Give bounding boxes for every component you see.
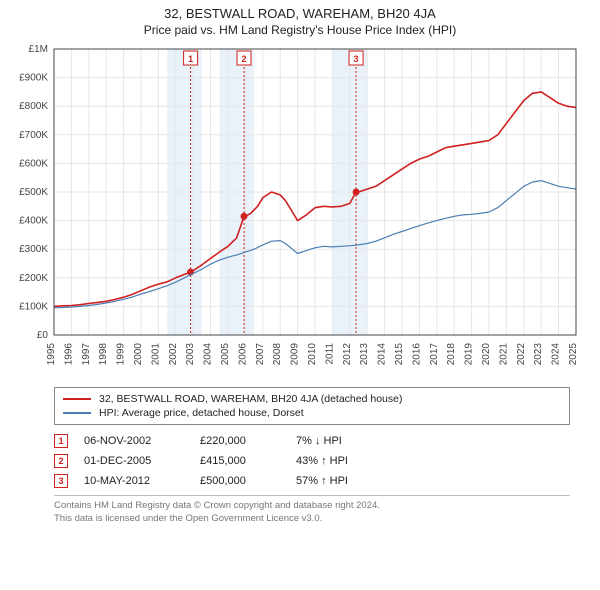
legend-item: HPI: Average price, detached house, Dors… (63, 406, 561, 420)
footer-line: Contains HM Land Registry data © Crown c… (54, 500, 570, 513)
legend-item: 32, BESTWALL ROAD, WAREHAM, BH20 4JA (de… (63, 392, 561, 406)
legend-swatch (63, 412, 91, 414)
svg-text:1996: 1996 (63, 343, 74, 366)
event-date: 06-NOV-2002 (84, 435, 184, 447)
svg-text:2017: 2017 (429, 343, 440, 366)
svg-text:2001: 2001 (150, 343, 161, 366)
price-chart: £0 £100K £200K £300K £400K £500K £600K £700K £80… (0, 41, 600, 381)
event-price: £415,000 (200, 455, 280, 467)
svg-text:2024: 2024 (551, 343, 562, 366)
svg-text:2009: 2009 (290, 343, 301, 366)
svg-text:£1M: £1M (29, 44, 48, 55)
svg-text:£900K: £900K (19, 73, 48, 84)
event-delta: 57% ↑ HPI (296, 475, 386, 487)
svg-text:2021: 2021 (498, 343, 509, 366)
svg-text:2006: 2006 (237, 343, 248, 366)
svg-text:2010: 2010 (307, 343, 318, 366)
event-marker: 2 (54, 454, 68, 468)
svg-text:3: 3 (354, 54, 359, 64)
svg-text:1995: 1995 (46, 343, 57, 366)
event-row: 2 01-DEC-2005 £415,000 43% ↑ HPI (54, 451, 570, 471)
chart-container: £0 £100K £200K £300K £400K £500K £600K £700K £80… (0, 41, 600, 381)
svg-text:2022: 2022 (516, 343, 527, 366)
svg-text:2: 2 (242, 54, 247, 64)
event-date: 01-DEC-2005 (84, 455, 184, 467)
event-price: £500,000 (200, 475, 280, 487)
legend: 32, BESTWALL ROAD, WAREHAM, BH20 4JA (de… (54, 387, 570, 425)
svg-text:2007: 2007 (255, 343, 266, 366)
svg-text:1999: 1999 (116, 343, 127, 366)
svg-text:2023: 2023 (533, 343, 544, 366)
svg-text:£400K: £400K (19, 216, 48, 227)
svg-text:2018: 2018 (446, 343, 457, 366)
svg-text:£500K: £500K (19, 187, 48, 198)
legend-label: 32, BESTWALL ROAD, WAREHAM, BH20 4JA (de… (99, 393, 402, 405)
svg-text:2011: 2011 (324, 343, 335, 365)
svg-text:£600K: £600K (19, 158, 48, 169)
svg-text:£800K: £800K (19, 101, 48, 112)
footer: Contains HM Land Registry data © Crown c… (54, 495, 570, 526)
svg-text:2002: 2002 (168, 343, 179, 366)
svg-text:£100K: £100K (19, 301, 48, 312)
event-marker: 1 (54, 434, 68, 448)
page-subtitle: Price paid vs. HM Land Registry's House … (0, 21, 600, 41)
svg-text:2015: 2015 (394, 343, 405, 366)
svg-text:2004: 2004 (203, 343, 214, 366)
svg-text:£0: £0 (37, 330, 49, 341)
svg-text:2025: 2025 (568, 343, 579, 366)
svg-text:1: 1 (188, 54, 193, 64)
event-delta: 7% ↓ HPI (296, 435, 386, 447)
svg-text:£300K: £300K (19, 244, 48, 255)
svg-text:£700K: £700K (19, 130, 48, 141)
svg-text:2013: 2013 (359, 343, 370, 366)
svg-text:2019: 2019 (464, 343, 475, 366)
event-delta: 43% ↑ HPI (296, 455, 386, 467)
svg-text:£200K: £200K (19, 273, 48, 284)
event-price: £220,000 (200, 435, 280, 447)
event-marker: 3 (54, 474, 68, 488)
legend-label: HPI: Average price, detached house, Dors… (99, 407, 304, 419)
svg-text:2003: 2003 (185, 343, 196, 366)
svg-text:2000: 2000 (133, 343, 144, 366)
svg-text:2016: 2016 (411, 343, 422, 366)
svg-text:2020: 2020 (481, 343, 492, 366)
page-title: 32, BESTWALL ROAD, WAREHAM, BH20 4JA (0, 0, 600, 21)
events-table: 1 06-NOV-2002 £220,000 7% ↓ HPI 2 01-DEC-2005… (54, 431, 570, 491)
event-date: 10-MAY-2012 (84, 475, 184, 487)
svg-text:2012: 2012 (342, 343, 353, 366)
svg-text:1997: 1997 (81, 343, 92, 366)
svg-text:2008: 2008 (272, 343, 283, 366)
svg-text:2005: 2005 (220, 343, 231, 366)
footer-line: This data is licensed under the Open Gov… (54, 513, 570, 526)
legend-swatch (63, 398, 91, 400)
svg-text:1998: 1998 (98, 343, 109, 366)
event-row: 1 06-NOV-2002 £220,000 7% ↓ HPI (54, 431, 570, 451)
svg-text:2014: 2014 (377, 343, 388, 366)
event-row: 3 10-MAY-2012 £500,000 57% ↑ HPI (54, 471, 570, 491)
